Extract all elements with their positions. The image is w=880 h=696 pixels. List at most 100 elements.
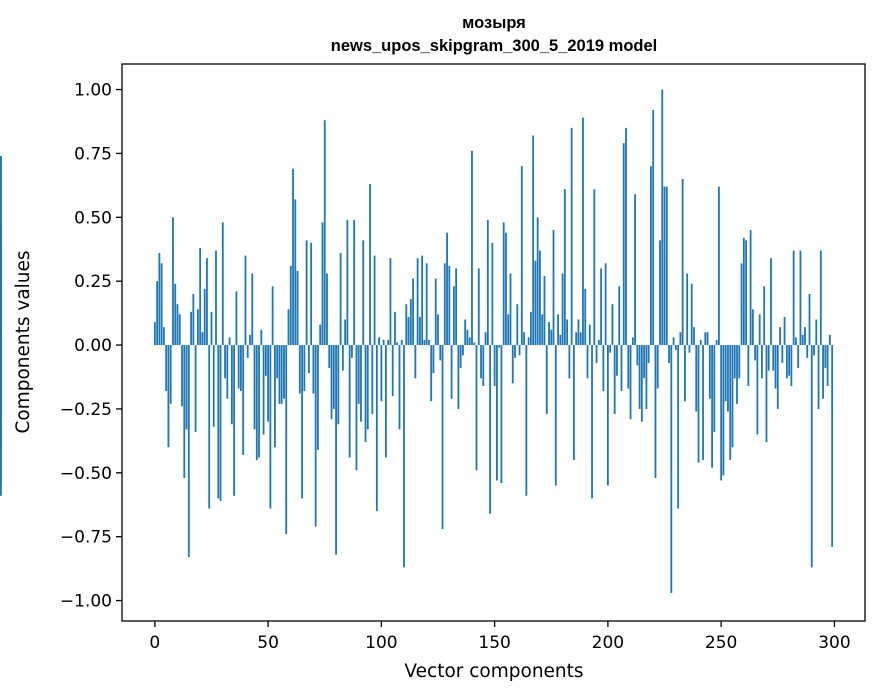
- bar: [507, 314, 510, 346]
- y-tick-label: −0.50: [60, 464, 112, 484]
- bar: [215, 250, 217, 346]
- bar: [305, 240, 308, 346]
- bar: [751, 309, 754, 346]
- bar: [418, 316, 421, 346]
- bar: [473, 342, 476, 346]
- bar: [785, 345, 788, 379]
- bar: [613, 345, 616, 415]
- bar: [280, 345, 283, 404]
- bar: [591, 345, 593, 499]
- bar: [604, 263, 607, 346]
- bar: [788, 345, 791, 376]
- bar: [360, 345, 362, 422]
- bar: [165, 345, 168, 392]
- bar: [446, 232, 448, 346]
- bar: [267, 345, 270, 422]
- bar: [185, 345, 188, 430]
- bar: [738, 345, 741, 379]
- bar: [801, 334, 804, 346]
- bar: [749, 230, 752, 346]
- bar: [568, 345, 571, 379]
- bar: [661, 89, 664, 346]
- bar: [550, 329, 553, 346]
- bar: [609, 345, 612, 353]
- bar: [711, 345, 713, 468]
- bar: [808, 293, 811, 346]
- bar: [255, 345, 258, 461]
- bar: [296, 270, 299, 346]
- bar: [663, 186, 666, 346]
- bar: [763, 286, 766, 346]
- bar: [770, 258, 772, 346]
- bar: [792, 250, 795, 346]
- bar: [321, 222, 324, 346]
- chart-subtitle: news_upos_skipgram_300_5_2019 model: [331, 37, 658, 55]
- bar: [697, 345, 700, 463]
- bar: [389, 258, 392, 346]
- bar: [652, 109, 655, 346]
- bar: [593, 189, 596, 346]
- bar: [674, 345, 677, 351]
- y-axis-ticks: 1.00 0.75 0.50 0.25 0.00 −0.25 −0.50 −0.75 −1.00: [60, 81, 122, 612]
- bar: [226, 345, 229, 399]
- bar: [595, 345, 598, 363]
- bar: [554, 345, 557, 486]
- bar: [332, 345, 335, 409]
- bar: [425, 263, 428, 346]
- bar: [235, 291, 238, 346]
- bar: [647, 345, 650, 363]
- bar: [258, 345, 260, 458]
- bar: [586, 345, 589, 379]
- bar: [174, 283, 177, 346]
- bar: [717, 186, 720, 346]
- y-tick-label: 0.25: [74, 272, 112, 292]
- bar: [819, 250, 822, 346]
- bar: [178, 314, 181, 346]
- x-tick-label: 0: [149, 633, 160, 653]
- bar: [335, 345, 337, 555]
- bar: [708, 345, 711, 399]
- bar: [509, 273, 512, 346]
- bar: [806, 345, 809, 358]
- bar: [677, 345, 680, 509]
- bar: [828, 334, 831, 346]
- bar: [443, 263, 446, 346]
- bar: [817, 345, 820, 409]
- bar: [196, 309, 199, 346]
- bar: [713, 345, 716, 432]
- bar: [326, 273, 328, 346]
- bar: [482, 345, 485, 386]
- bar: [645, 345, 648, 409]
- bar: [498, 345, 501, 348]
- bar: [230, 345, 233, 425]
- bar: [559, 334, 562, 346]
- bar: [462, 345, 464, 356]
- bar: [0, 345, 2, 409]
- bar: [797, 345, 800, 369]
- bar: [511, 345, 514, 384]
- bar: [722, 345, 725, 476]
- bar: [536, 217, 539, 346]
- bar: [319, 324, 322, 346]
- bar: [169, 345, 172, 404]
- bar: [622, 143, 625, 346]
- bar: [452, 286, 455, 346]
- bar: [831, 345, 834, 547]
- bar: [822, 345, 824, 399]
- bar: [584, 288, 587, 346]
- bar: [396, 342, 399, 346]
- bar: [813, 345, 815, 356]
- bar: [736, 345, 738, 404]
- bar: [407, 316, 410, 346]
- bar: [715, 339, 718, 346]
- bar: [573, 345, 575, 461]
- bar: [742, 237, 745, 346]
- bar: [514, 345, 516, 358]
- bar: [702, 345, 704, 461]
- bar: [502, 222, 505, 346]
- bar: [294, 199, 297, 346]
- bar: [276, 345, 279, 379]
- bar: [283, 345, 285, 399]
- bar: [156, 281, 159, 346]
- bar: [733, 345, 736, 379]
